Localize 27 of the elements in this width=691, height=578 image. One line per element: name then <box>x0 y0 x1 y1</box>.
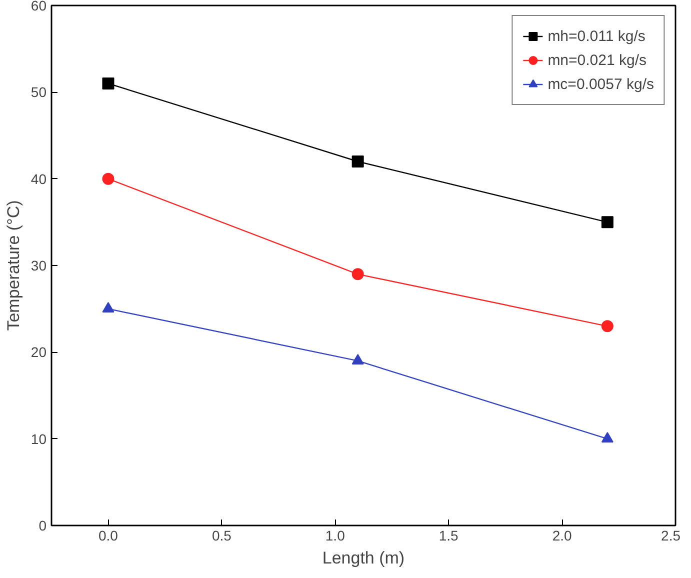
point <box>352 354 364 365</box>
x-tick-label: 1.0 <box>325 528 346 544</box>
legend-label: mn=0.021 kg/s <box>548 52 646 68</box>
legend-label: mc=0.0057 kg/s <box>548 76 654 92</box>
y-axis-title: Temperature (°C) <box>4 200 23 331</box>
x-tick-label: 1.5 <box>438 528 459 544</box>
y-tick-label: 20 <box>30 344 47 360</box>
x-axis-title: Length (m) <box>322 548 405 568</box>
x-tick-label: 0.0 <box>98 528 118 544</box>
y-tick-label: 10 <box>30 430 47 447</box>
y-tick-label: 40 <box>30 170 47 187</box>
x-tick-label: 0.5 <box>212 528 232 544</box>
y-tick-label: 0 <box>38 518 47 534</box>
legend-label: mh=0.011 kg/s <box>548 28 646 44</box>
point <box>601 216 614 228</box>
point <box>102 302 114 313</box>
point <box>102 78 114 90</box>
point <box>352 268 364 280</box>
y-tick-label: 30 <box>30 258 47 274</box>
y-tick-label: 60 <box>30 0 47 14</box>
x-tick-label: 2.5 <box>661 528 681 544</box>
x-tick-label: 2.0 <box>552 528 572 544</box>
point <box>601 432 614 443</box>
point <box>352 156 364 168</box>
point <box>601 320 614 332</box>
y-tick-label: 50 <box>30 84 47 100</box>
point <box>102 172 114 185</box>
